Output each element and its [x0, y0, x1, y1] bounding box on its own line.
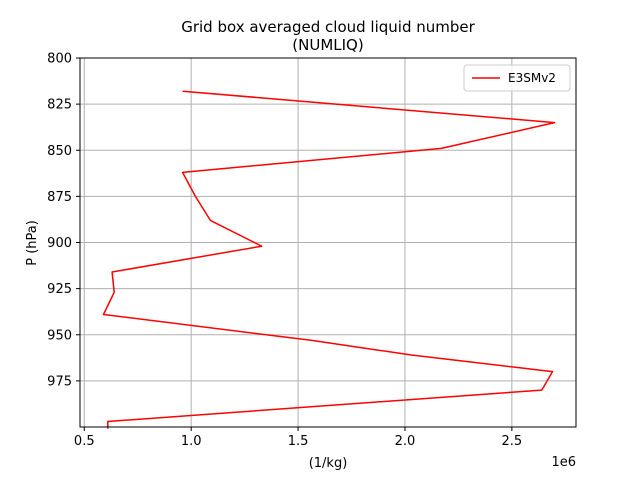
legend-box: [463, 64, 571, 92]
y-tick-label: 900: [47, 236, 72, 251]
y-tick-label: 975: [47, 374, 72, 389]
x-tick-label: 2.5: [502, 434, 523, 449]
legend-label-e3smv2: E3SMv2: [508, 71, 556, 85]
grid: [80, 57, 576, 427]
chart-title-line1: Grid box averaged cloud liquid number: [181, 18, 475, 36]
x-tick-label: 1.0: [181, 434, 202, 449]
y-tick-label: 800: [47, 52, 72, 67]
x-axis-label: (1/kg): [309, 456, 348, 471]
y-tick-label: 850: [47, 144, 72, 159]
series-layer: [102, 90, 556, 429]
y-axis-label: P (hPa): [25, 220, 40, 266]
y-tick-label: 825: [47, 98, 72, 113]
series-line-e3smv2: [102, 90, 556, 429]
y-tick-label: 875: [47, 190, 72, 205]
chart-title-line2: (NUMLIQ): [292, 36, 363, 54]
y-tick-label: 950: [47, 328, 72, 343]
x-axis: 0.5 1.0 1.5 2.0 2.5: [74, 427, 522, 449]
x-tick-label: 1.5: [288, 434, 309, 449]
legend: E3SMv2: [463, 64, 571, 92]
x-tick-label: 0.5: [74, 434, 95, 449]
y-axis: 800 825 850 875 900 925 950 975: [47, 52, 80, 389]
x-axis-offset-text: 1e6: [551, 455, 576, 470]
x-tick-label: 2.0: [395, 434, 416, 449]
y-tick-label: 925: [47, 282, 72, 297]
